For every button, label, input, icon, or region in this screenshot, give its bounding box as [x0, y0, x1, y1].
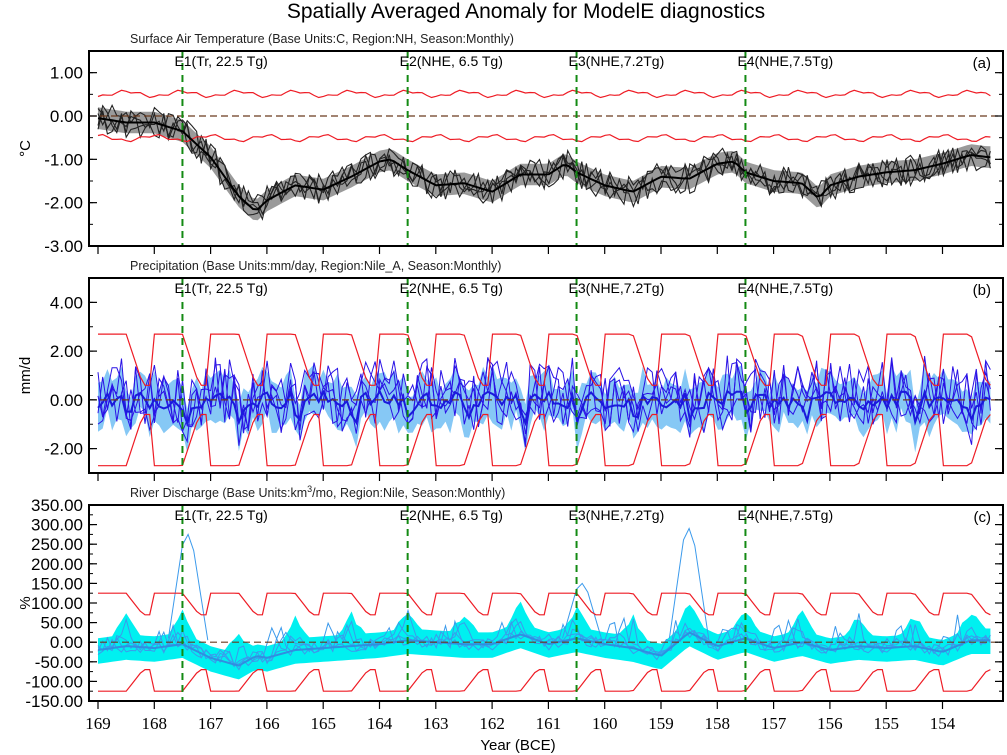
event-label: E2(NHE, 6.5 Tg)	[400, 507, 503, 523]
x-tick-label: 166	[254, 714, 280, 733]
panel-c: River Discharge (Base Units:km3/mo, Regi…	[17, 484, 1004, 733]
event-label: E3(NHE,7.2Tg)	[569, 507, 665, 523]
x-tick-label: 160	[592, 714, 618, 733]
y-axis-label: %	[17, 596, 34, 609]
y-tick-label: 0.00	[50, 107, 83, 126]
x-tick-label: 154	[930, 714, 956, 733]
y-axis-label: °C	[17, 140, 34, 157]
event-label: E1(Tr, 22.5 Tg)	[174, 280, 267, 296]
lower-bound-line	[97, 133, 991, 143]
spread-band	[98, 361, 991, 453]
y-tick-label: -2.00	[44, 440, 83, 459]
y-tick-label: 250.00	[31, 535, 83, 554]
member-peak-line	[167, 533, 209, 641]
x-tick-label: 159	[648, 714, 674, 733]
y-tick-label: -100.00	[25, 672, 83, 691]
panel-subtitle: Precipitation (Base Units:mm/day, Region…	[130, 259, 501, 273]
x-tick-label: 165	[310, 714, 336, 733]
member-line	[97, 614, 991, 666]
member-line	[97, 110, 991, 207]
x-tick-label: 163	[423, 714, 449, 733]
spread-band	[98, 601, 991, 680]
y-tick-label: 200.00	[31, 555, 83, 574]
y-tick-label: 100.00	[31, 594, 83, 613]
y-tick-label: 0.00	[50, 391, 83, 410]
spread-band	[98, 107, 991, 221]
upper-bound-line	[98, 592, 991, 616]
member-line	[97, 103, 991, 216]
x-tick-label: 162	[479, 714, 505, 733]
upper-bound-line	[97, 89, 991, 99]
axes-frame	[88, 50, 1004, 247]
y-tick-label: 300.00	[31, 516, 83, 535]
y-tick-label: 350.00	[31, 496, 83, 515]
event-label: E3(NHE,7.2Tg)	[569, 53, 665, 69]
x-tick-label: 167	[198, 714, 224, 733]
y-tick-label: -3.00	[44, 237, 83, 256]
member-peak-line	[562, 582, 603, 641]
plot-area	[89, 89, 1003, 221]
x-tick-label: 164	[367, 714, 393, 733]
figure-title: Spatially Averaged Anomaly for ModelE di…	[287, 0, 765, 23]
x-tick-label: 156	[817, 714, 843, 733]
plot-area	[89, 333, 1003, 467]
y-tick-label: 50.00	[40, 614, 83, 633]
member-line	[97, 104, 991, 216]
y-tick-label: 2.00	[50, 342, 83, 361]
ensemble-mean-line	[97, 117, 991, 211]
event-label: E4(NHE,7.5Tg)	[737, 280, 833, 296]
x-tick-label: 158	[705, 714, 731, 733]
y-axis-label: mm/d	[17, 357, 34, 395]
event-label: E1(Tr, 22.5 Tg)	[174, 53, 267, 69]
panel-b: Precipitation (Base Units:mm/day, Region…	[17, 259, 1004, 481]
panel-label: (c)	[974, 509, 992, 526]
y-tick-label: -1.00	[44, 150, 83, 169]
x-tick-label: 157	[761, 714, 787, 733]
x-tick-label: 161	[536, 714, 562, 733]
event-label: E3(NHE,7.2Tg)	[569, 280, 665, 296]
x-axis-label: Year (BCE)	[480, 737, 555, 754]
x-tick-label: 155	[873, 714, 899, 733]
plot-area	[89, 527, 1003, 692]
event-label: E4(NHE,7.5Tg)	[737, 53, 833, 69]
y-tick-label: -50.00	[35, 653, 83, 672]
panel-a: Surface Air Temperature (Base Units:C, R…	[17, 32, 1004, 256]
lower-bound-line	[98, 669, 991, 692]
event-label: E1(Tr, 22.5 Tg)	[174, 507, 267, 523]
member-line	[97, 621, 991, 671]
panel-label: (b)	[973, 282, 991, 299]
event-label: E2(NHE, 6.5 Tg)	[400, 53, 503, 69]
lower-bound-line	[98, 413, 991, 467]
event-label: E2(NHE, 6.5 Tg)	[400, 280, 503, 296]
x-tick-label: 168	[142, 714, 168, 733]
upper-bound-line	[98, 333, 991, 386]
event-label: E4(NHE,7.5Tg)	[737, 507, 833, 523]
x-tick-label: 169	[85, 714, 111, 733]
y-tick-label: -2.00	[44, 194, 83, 213]
y-tick-label: 1.00	[50, 64, 83, 83]
panel-subtitle: River Discharge (Base Units:km3/mo, Regi…	[130, 484, 505, 500]
y-tick-label: 150.00	[31, 574, 83, 593]
ensemble-mean-line	[97, 388, 991, 427]
y-tick-label: 4.00	[50, 293, 83, 312]
member-peak-line	[668, 527, 710, 641]
panel-label: (a)	[973, 55, 991, 72]
y-tick-label: -150.00	[25, 692, 83, 711]
y-tick-label: 0.00	[50, 633, 83, 652]
panel-subtitle: Surface Air Temperature (Base Units:C, R…	[130, 32, 514, 46]
